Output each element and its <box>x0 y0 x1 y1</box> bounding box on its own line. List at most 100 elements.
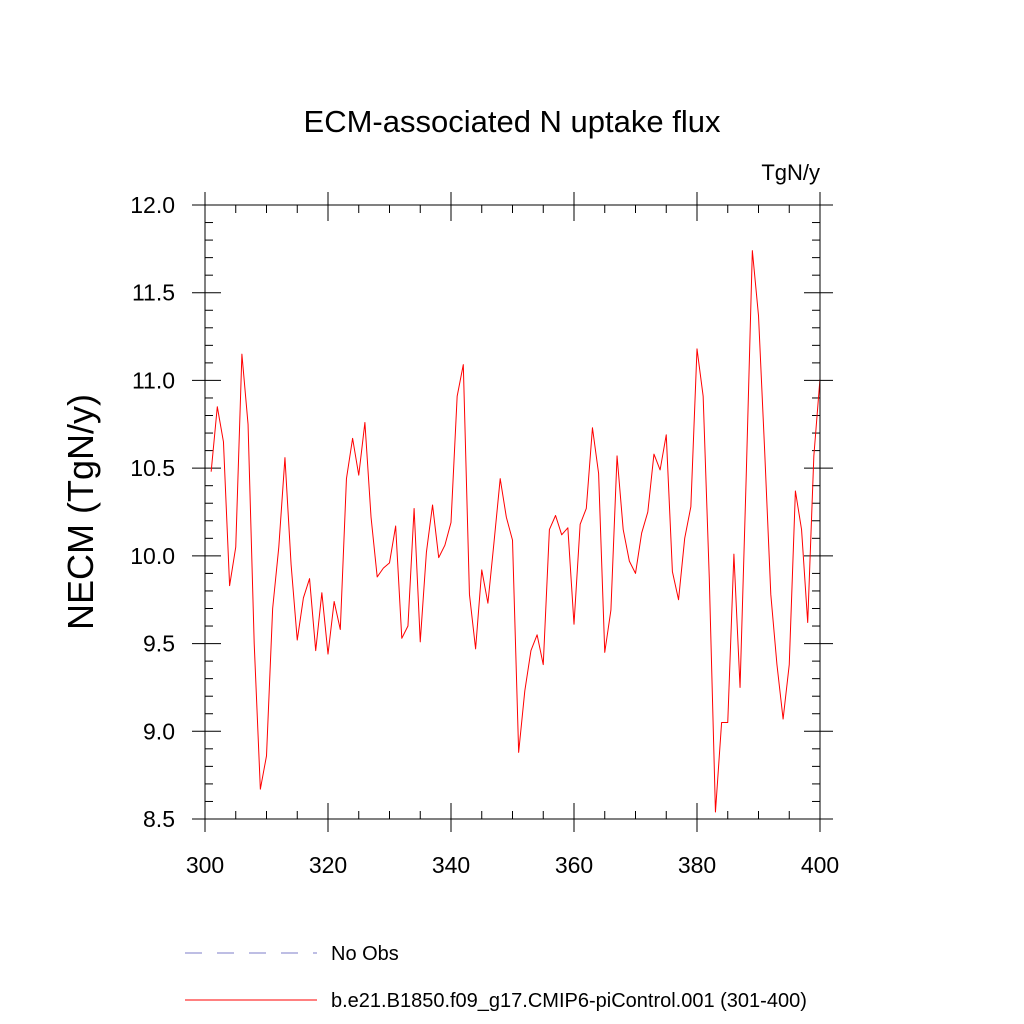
series-point <box>770 594 771 595</box>
series-point <box>764 450 765 451</box>
series-point <box>321 592 322 593</box>
series-point <box>297 640 298 641</box>
series-line-0 <box>210 250 821 813</box>
series-point <box>703 396 704 397</box>
series-point <box>697 348 698 349</box>
series-point <box>401 638 402 639</box>
x-tick-label: 300 <box>186 852 224 878</box>
series-point <box>592 427 593 428</box>
series-point <box>641 533 642 534</box>
series-point <box>647 512 648 513</box>
x-tick-label: 380 <box>678 852 716 878</box>
y-axis-label: NECM (TgN/y) <box>60 394 101 630</box>
series-point <box>451 522 452 523</box>
series-point <box>776 664 777 665</box>
units-label: TgN/y <box>761 160 820 185</box>
x-tick-label: 360 <box>555 852 593 878</box>
series-point <box>555 515 556 516</box>
series-point <box>543 664 544 665</box>
series-point <box>303 597 304 598</box>
series-point <box>709 578 710 579</box>
series-point <box>727 722 728 723</box>
series-point <box>444 545 445 546</box>
series-point <box>340 629 341 630</box>
series-point <box>690 506 691 507</box>
series-point <box>254 643 255 644</box>
series-point <box>426 552 427 553</box>
series-point <box>371 517 372 518</box>
y-axis-ticks <box>192 204 833 820</box>
y-tick-label: 8.5 <box>143 806 175 832</box>
series-point <box>684 538 685 539</box>
series-point <box>438 557 439 558</box>
series-point <box>653 454 654 455</box>
series-point <box>291 564 292 565</box>
series-point <box>469 594 470 595</box>
series-point <box>752 250 753 251</box>
series-point <box>352 438 353 439</box>
legend-label-picontrol: b.e21.B1850.f09_g17.CMIP6-piControl.001 … <box>331 990 807 1012</box>
series-point <box>598 473 599 474</box>
series-point <box>211 471 212 472</box>
series-point <box>561 534 562 535</box>
series-point <box>549 529 550 530</box>
series-point <box>610 610 611 611</box>
series-point <box>617 455 618 456</box>
series-point <box>758 315 759 316</box>
x-axis-ticks <box>204 192 821 832</box>
y-tick-label: 9.0 <box>143 718 175 744</box>
series-point <box>457 396 458 397</box>
legend-label-no-obs: No Obs <box>331 943 399 965</box>
series-point <box>783 719 784 720</box>
series-point <box>383 568 384 569</box>
y-tick-label: 10.5 <box>130 455 175 481</box>
y-tick-label: 9.5 <box>143 631 175 657</box>
y-tick-label: 11.0 <box>132 367 175 393</box>
series-point <box>740 687 741 688</box>
series-point <box>666 434 667 435</box>
y-tick-label: 10.0 <box>130 543 175 569</box>
series-point <box>389 562 390 563</box>
series-point <box>272 608 273 609</box>
series-point <box>500 478 501 479</box>
series-point <box>358 475 359 476</box>
series-point <box>567 527 568 528</box>
series-point <box>475 648 476 649</box>
series-point <box>580 524 581 525</box>
series-point <box>260 789 261 790</box>
series-point <box>481 569 482 570</box>
series-point <box>414 508 415 509</box>
series-point <box>635 573 636 574</box>
series-point <box>278 547 279 548</box>
series-point <box>586 508 587 509</box>
series-point <box>217 406 218 407</box>
series-point <box>789 664 790 665</box>
x-tick-label: 400 <box>801 852 839 878</box>
series-point <box>432 504 433 505</box>
series-point <box>801 529 802 530</box>
series-point <box>248 424 249 425</box>
series-point <box>229 585 230 586</box>
series-point <box>746 476 747 477</box>
series-point <box>407 626 408 627</box>
series-point <box>309 578 310 579</box>
series-point <box>678 599 679 600</box>
series-point <box>346 478 347 479</box>
series-point <box>266 755 267 756</box>
series-point <box>629 561 630 562</box>
series-point <box>813 455 814 456</box>
series-point <box>660 469 661 470</box>
series-point <box>715 811 716 812</box>
series-point <box>334 601 335 602</box>
series-point <box>487 603 488 604</box>
y-axis-tick-labels: 8.5 9.0 9.5 10.0 10.5 11.0 11.5 12.0 <box>130 192 175 832</box>
series-point <box>223 441 224 442</box>
series-point <box>315 650 316 651</box>
series-layer <box>210 250 821 813</box>
series-point <box>537 634 538 635</box>
series-point <box>395 526 396 527</box>
series-point <box>518 752 519 753</box>
series-point <box>241 354 242 355</box>
series-point <box>524 690 525 691</box>
plot-frame <box>204 204 821 820</box>
